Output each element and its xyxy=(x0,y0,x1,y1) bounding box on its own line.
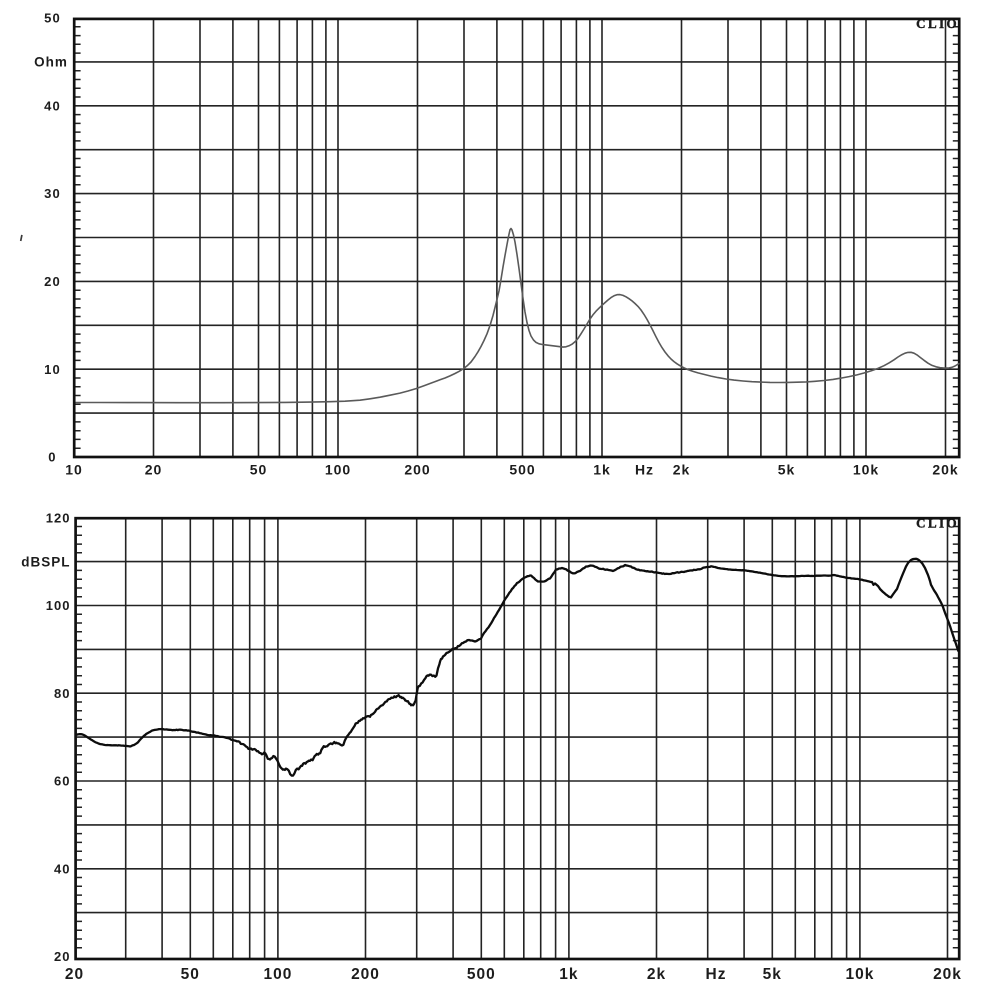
svg-text:60: 60 xyxy=(54,774,70,789)
svg-text:1k: 1k xyxy=(559,966,578,983)
svg-text:50: 50 xyxy=(181,966,200,983)
svg-text:CLIO: CLIO xyxy=(916,516,959,531)
svg-text:CLIO: CLIO xyxy=(916,16,959,31)
svg-text:200: 200 xyxy=(351,966,380,983)
svg-text:30: 30 xyxy=(44,186,61,201)
svg-text:5k: 5k xyxy=(778,461,796,477)
svg-text:2k: 2k xyxy=(647,966,666,983)
svg-text:10: 10 xyxy=(65,461,83,477)
svg-text:0: 0 xyxy=(48,450,56,465)
svg-text:40: 40 xyxy=(44,98,61,113)
svg-text:Hz: Hz xyxy=(635,461,654,477)
svg-text:500: 500 xyxy=(467,966,496,983)
svg-text:Ohm: Ohm xyxy=(34,55,68,70)
svg-text:1k: 1k xyxy=(593,461,611,477)
svg-text:5k: 5k xyxy=(763,966,782,983)
svg-text:100: 100 xyxy=(46,598,71,613)
svg-text:20: 20 xyxy=(145,461,163,477)
svg-text:20: 20 xyxy=(44,274,61,289)
svg-text:20k: 20k xyxy=(933,966,962,983)
svg-text:2k: 2k xyxy=(673,461,691,477)
svg-text:10k: 10k xyxy=(853,461,879,477)
svg-text:40: 40 xyxy=(54,861,70,876)
svg-text:10k: 10k xyxy=(845,966,874,983)
svg-text:20k: 20k xyxy=(932,461,958,477)
svg-text:500: 500 xyxy=(509,461,535,477)
svg-text:50: 50 xyxy=(44,11,61,26)
svg-text:20: 20 xyxy=(54,949,70,964)
svg-text:200: 200 xyxy=(404,461,430,477)
svg-text:dBSPL: dBSPL xyxy=(21,554,70,569)
svg-text:100: 100 xyxy=(263,966,292,983)
svg-text:50: 50 xyxy=(250,461,268,477)
svg-text:Hz: Hz xyxy=(706,966,727,983)
svg-text:80: 80 xyxy=(54,686,70,701)
svg-text:10: 10 xyxy=(44,362,61,377)
svg-text:20: 20 xyxy=(65,966,84,983)
svg-text:120: 120 xyxy=(46,510,71,525)
svg-text:100: 100 xyxy=(325,461,351,477)
